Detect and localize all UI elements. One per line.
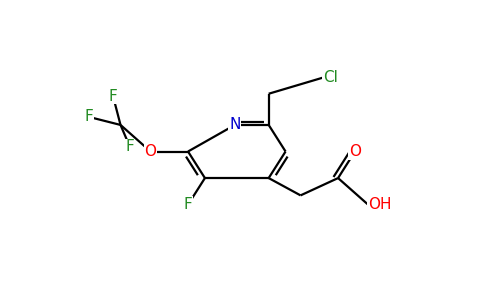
Text: O: O [145,144,156,159]
Text: F: F [125,140,134,154]
Text: F: F [183,197,193,212]
Text: O: O [349,144,361,159]
Text: F: F [108,88,118,104]
Text: Cl: Cl [323,70,338,85]
Text: OH: OH [368,197,392,212]
Text: N: N [229,117,241,132]
Text: F: F [84,109,93,124]
